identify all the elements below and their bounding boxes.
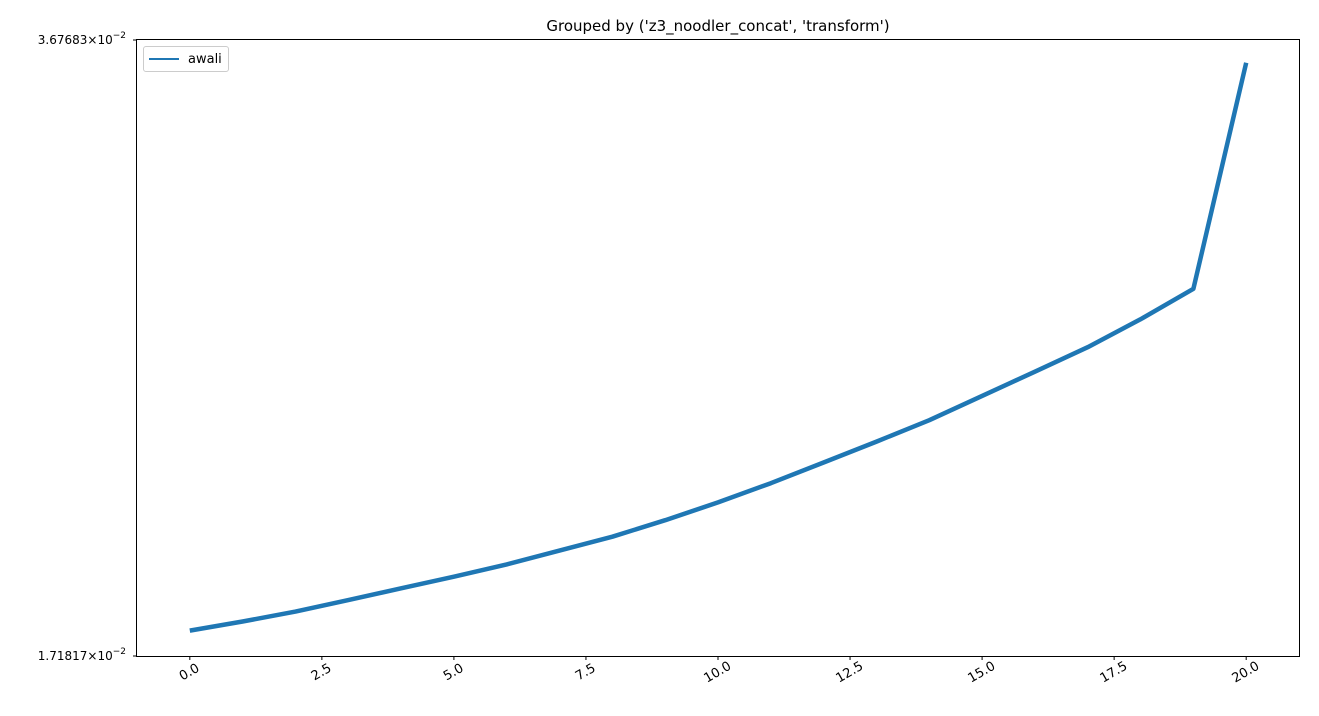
axes-frame (136, 39, 1300, 657)
x-tick-label: 2.5 (309, 661, 334, 684)
x-axis: 0.0 2.5 5.0 7.5 10.0 12.5 15.0 17.5 20.0 (177, 656, 1262, 686)
legend: awali (143, 46, 229, 72)
x-tick-label: 20.0 (1230, 659, 1263, 686)
series-line-awali (189, 62, 1249, 633)
y-tick-label: 1.71817×10−2 (38, 647, 126, 663)
x-tick-label: 10.0 (701, 659, 734, 686)
chart-title: Grouped by ('z3_noodler_concat', 'transf… (546, 17, 889, 36)
plot-area (189, 62, 1249, 633)
x-tick-label: 17.5 (1098, 659, 1131, 686)
x-tick-label: 12.5 (834, 659, 867, 686)
x-tick-label: 0.0 (177, 661, 202, 684)
x-tick-label: 5.0 (441, 661, 466, 684)
x-tick-label: 7.5 (573, 661, 598, 684)
legend-swatch-awali (149, 58, 179, 60)
y-axis: 1.71817×10−2 3.67683×10−2 (38, 31, 137, 663)
legend-label-awali: awali (188, 51, 222, 67)
x-tick-label: 15.0 (966, 659, 999, 686)
y-tick-label: 3.67683×10−2 (38, 31, 126, 47)
